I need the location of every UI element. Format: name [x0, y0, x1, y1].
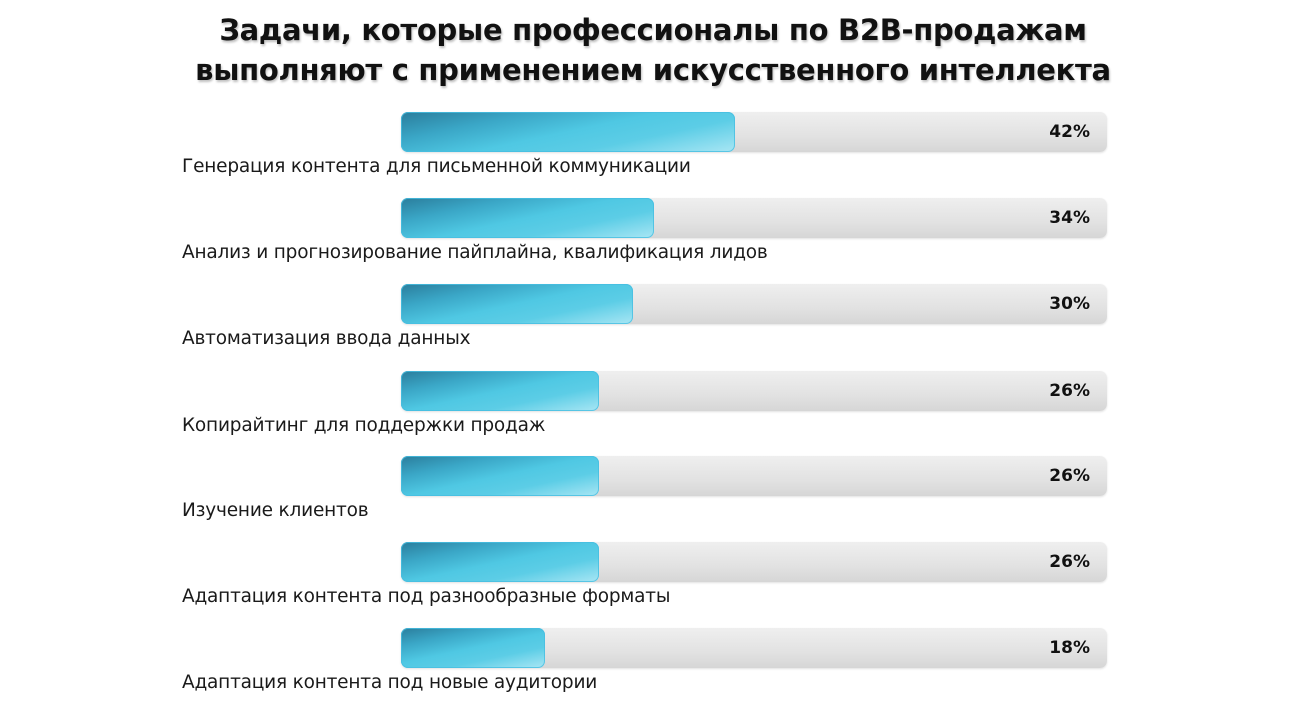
bar-row: 42% Генерация контента для письменной ко… — [0, 112, 1306, 198]
bar-label: Изучение клиентов — [182, 500, 369, 521]
bar-label: Адаптация контента под разнообразные фор… — [182, 586, 671, 607]
bar-value: 34% — [1049, 208, 1090, 228]
bar-row: 34% Анализ и прогнозирование пайплайна, … — [0, 198, 1306, 284]
bar-label: Автоматизация ввода данных — [182, 328, 471, 349]
chart-title: Задачи, которые профессионалы по B2B-про… — [0, 10, 1306, 90]
bar-value: 18% — [1049, 638, 1090, 658]
bar-track: 26% — [401, 456, 1107, 496]
bar-fill — [401, 198, 654, 238]
bar-value: 26% — [1049, 381, 1090, 401]
bar-fill — [401, 284, 633, 324]
bar-fill — [401, 628, 545, 668]
bar-row: 26% Адаптация контента под разнообразные… — [0, 542, 1306, 628]
bar-row: 26% Изучение клиентов — [0, 456, 1306, 542]
bar-value: 26% — [1049, 466, 1090, 486]
bar-track: 34% — [401, 198, 1107, 238]
bar-value: 30% — [1049, 294, 1090, 314]
bar-track: 26% — [401, 542, 1107, 582]
chart-title-line-2: выполняют с применением искусственного и… — [195, 53, 1111, 87]
bar-label: Адаптация контента под новые аудитории — [182, 672, 598, 693]
bar-label: Анализ и прогнозирование пайплайна, квал… — [182, 242, 768, 263]
bar-row: 26% Копирайтинг для поддержки продаж — [0, 371, 1306, 457]
bar-value: 42% — [1049, 122, 1090, 142]
bar-label: Копирайтинг для поддержки продаж — [182, 415, 546, 436]
bar-fill — [401, 371, 599, 411]
bar-fill — [401, 112, 735, 152]
bar-track: 42% — [401, 112, 1107, 152]
bar-value: 26% — [1049, 552, 1090, 572]
bar-track: 30% — [401, 284, 1107, 324]
bar-fill — [401, 456, 599, 496]
bar-track: 18% — [401, 628, 1107, 668]
chart-title-line-1: Задачи, которые профессионалы по B2B-про… — [219, 13, 1087, 47]
bar-row: 30% Автоматизация ввода данных — [0, 284, 1306, 370]
bar-row: 18% Адаптация контента под новые аудитор… — [0, 628, 1306, 714]
bar-fill — [401, 542, 599, 582]
bar-label: Генерация контента для письменной коммун… — [182, 156, 691, 177]
bar-track: 26% — [401, 371, 1107, 411]
